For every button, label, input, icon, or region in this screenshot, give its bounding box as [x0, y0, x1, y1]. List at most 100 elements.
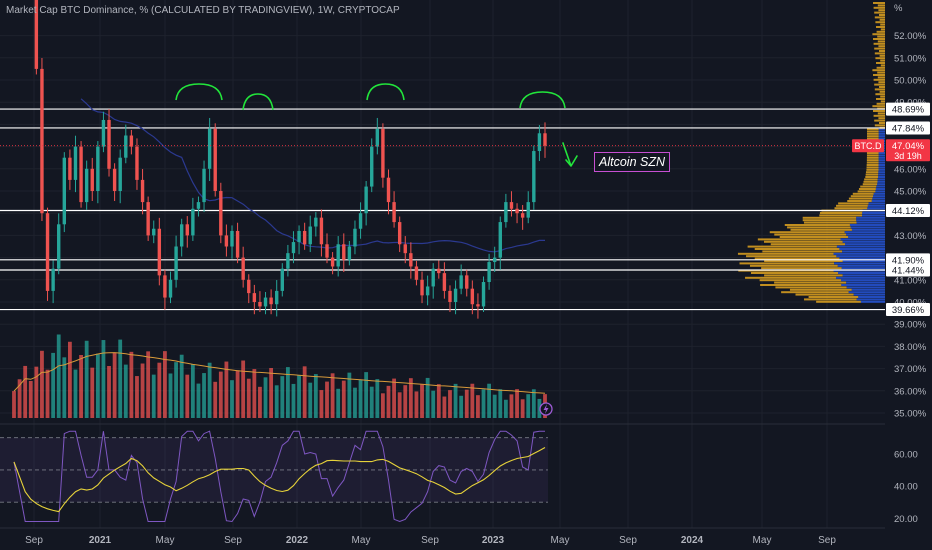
vp-bar-down [876, 98, 885, 100]
vp-bar-up [867, 207, 885, 210]
volume-bar [470, 383, 475, 418]
volume-bar [302, 366, 307, 418]
vp-bar-up [839, 248, 885, 250]
vp-bar-down [879, 122, 885, 124]
volume-bar [442, 396, 447, 418]
candle-body [207, 128, 212, 169]
vp-bar-down [876, 30, 885, 33]
volume-bar [95, 353, 100, 418]
volume-bar [246, 378, 251, 418]
time-axis-label: 2024 [681, 535, 704, 546]
rsi-tick-label: 40.00 [894, 482, 918, 493]
candle-body [51, 268, 55, 291]
candle-body [381, 128, 385, 178]
vp-bar-up [834, 262, 885, 265]
candle-body [403, 244, 407, 254]
volume-bar [531, 389, 536, 418]
vp-bar-up [878, 137, 885, 140]
candle-body [420, 279, 424, 296]
volume-bar [459, 395, 464, 418]
candle-body [124, 135, 128, 158]
vp-bar-down [876, 26, 885, 28]
vp-bar-down [874, 47, 885, 50]
level-badge [886, 263, 930, 277]
volume-bar [224, 361, 229, 418]
candle-body [57, 224, 61, 269]
volume-bar [336, 388, 341, 418]
rsi-line [13, 430, 545, 523]
candle-body [397, 222, 402, 245]
vp-bar-down [877, 112, 885, 115]
candle-body [146, 202, 150, 236]
candle-body [347, 246, 352, 260]
vp-bar-up [878, 171, 885, 174]
volume-bar [123, 364, 128, 418]
candle-body [118, 157, 122, 191]
vp-bar-up [878, 159, 885, 162]
time-axis-label: May [753, 535, 772, 546]
volume-bar [414, 391, 419, 418]
vp-bar-down [779, 236, 849, 238]
candle-body [112, 168, 117, 191]
vp-bar-down [847, 200, 872, 202]
vp-bar-down [774, 233, 847, 236]
volume-bar [28, 380, 33, 418]
volume-bar [190, 364, 195, 418]
vp-bar-up [878, 152, 885, 154]
candle-body [364, 186, 368, 214]
candle-body [79, 146, 83, 203]
volume-bar [526, 394, 531, 418]
candle-body [297, 230, 301, 243]
volume-bar [207, 362, 212, 418]
vp-bar-down [757, 238, 841, 241]
volume-bar [358, 379, 363, 418]
volume-bar [341, 380, 346, 418]
vp-bar-up [878, 161, 885, 164]
candle-body [202, 168, 206, 203]
candle-body [163, 275, 167, 298]
candle-body [34, 0, 39, 69]
vp-bar-up [871, 200, 885, 202]
vp-bar-down [848, 197, 873, 200]
candle-body [336, 244, 340, 267]
candle-body [174, 246, 178, 280]
vp-bar-down [873, 114, 885, 117]
volume-bar [498, 389, 503, 418]
price-tick-label: 52.00% [894, 31, 927, 42]
vp-bar-up [849, 224, 885, 226]
vp-bar-down [764, 260, 843, 262]
volume-bar [101, 340, 106, 418]
vp-bar-up [878, 156, 885, 159]
vp-bar-up [856, 219, 885, 222]
vp-bar-down [874, 119, 885, 122]
vp-bar-up [842, 260, 885, 262]
vp-bar-down [860, 185, 877, 188]
level-badge [886, 102, 930, 116]
volume-bar [330, 373, 335, 418]
vp-bar-down [857, 190, 876, 193]
rsi-tick-label: 20.00 [894, 514, 918, 525]
vp-bar-down [759, 279, 842, 282]
candle-body [101, 119, 106, 147]
vp-bar-down [880, 64, 885, 67]
vp-bar-down [754, 248, 840, 250]
candle-body [135, 146, 139, 180]
vp-bar-down [874, 88, 885, 91]
price-tick-label: 39.00% [894, 320, 927, 331]
ma-line [80, 98, 545, 253]
vp-bar-down [866, 135, 879, 138]
current-value-badge [886, 139, 930, 162]
vp-bar-up [858, 296, 885, 298]
vp-bar-up [853, 293, 885, 296]
price-tick-label: 35.00% [894, 409, 927, 420]
vp-bar-down [877, 4, 885, 7]
time-axis: Sep 2021 May Sep 2022 May Sep 2023 May Sep 2024 May… [25, 535, 836, 546]
candle-body [487, 262, 491, 283]
volume-bar [118, 339, 123, 418]
vp-bar-down [865, 173, 879, 176]
vp-bar-down [877, 40, 885, 43]
volume-bar [56, 334, 61, 418]
volume-bar [185, 374, 190, 418]
candle-body [492, 257, 497, 263]
